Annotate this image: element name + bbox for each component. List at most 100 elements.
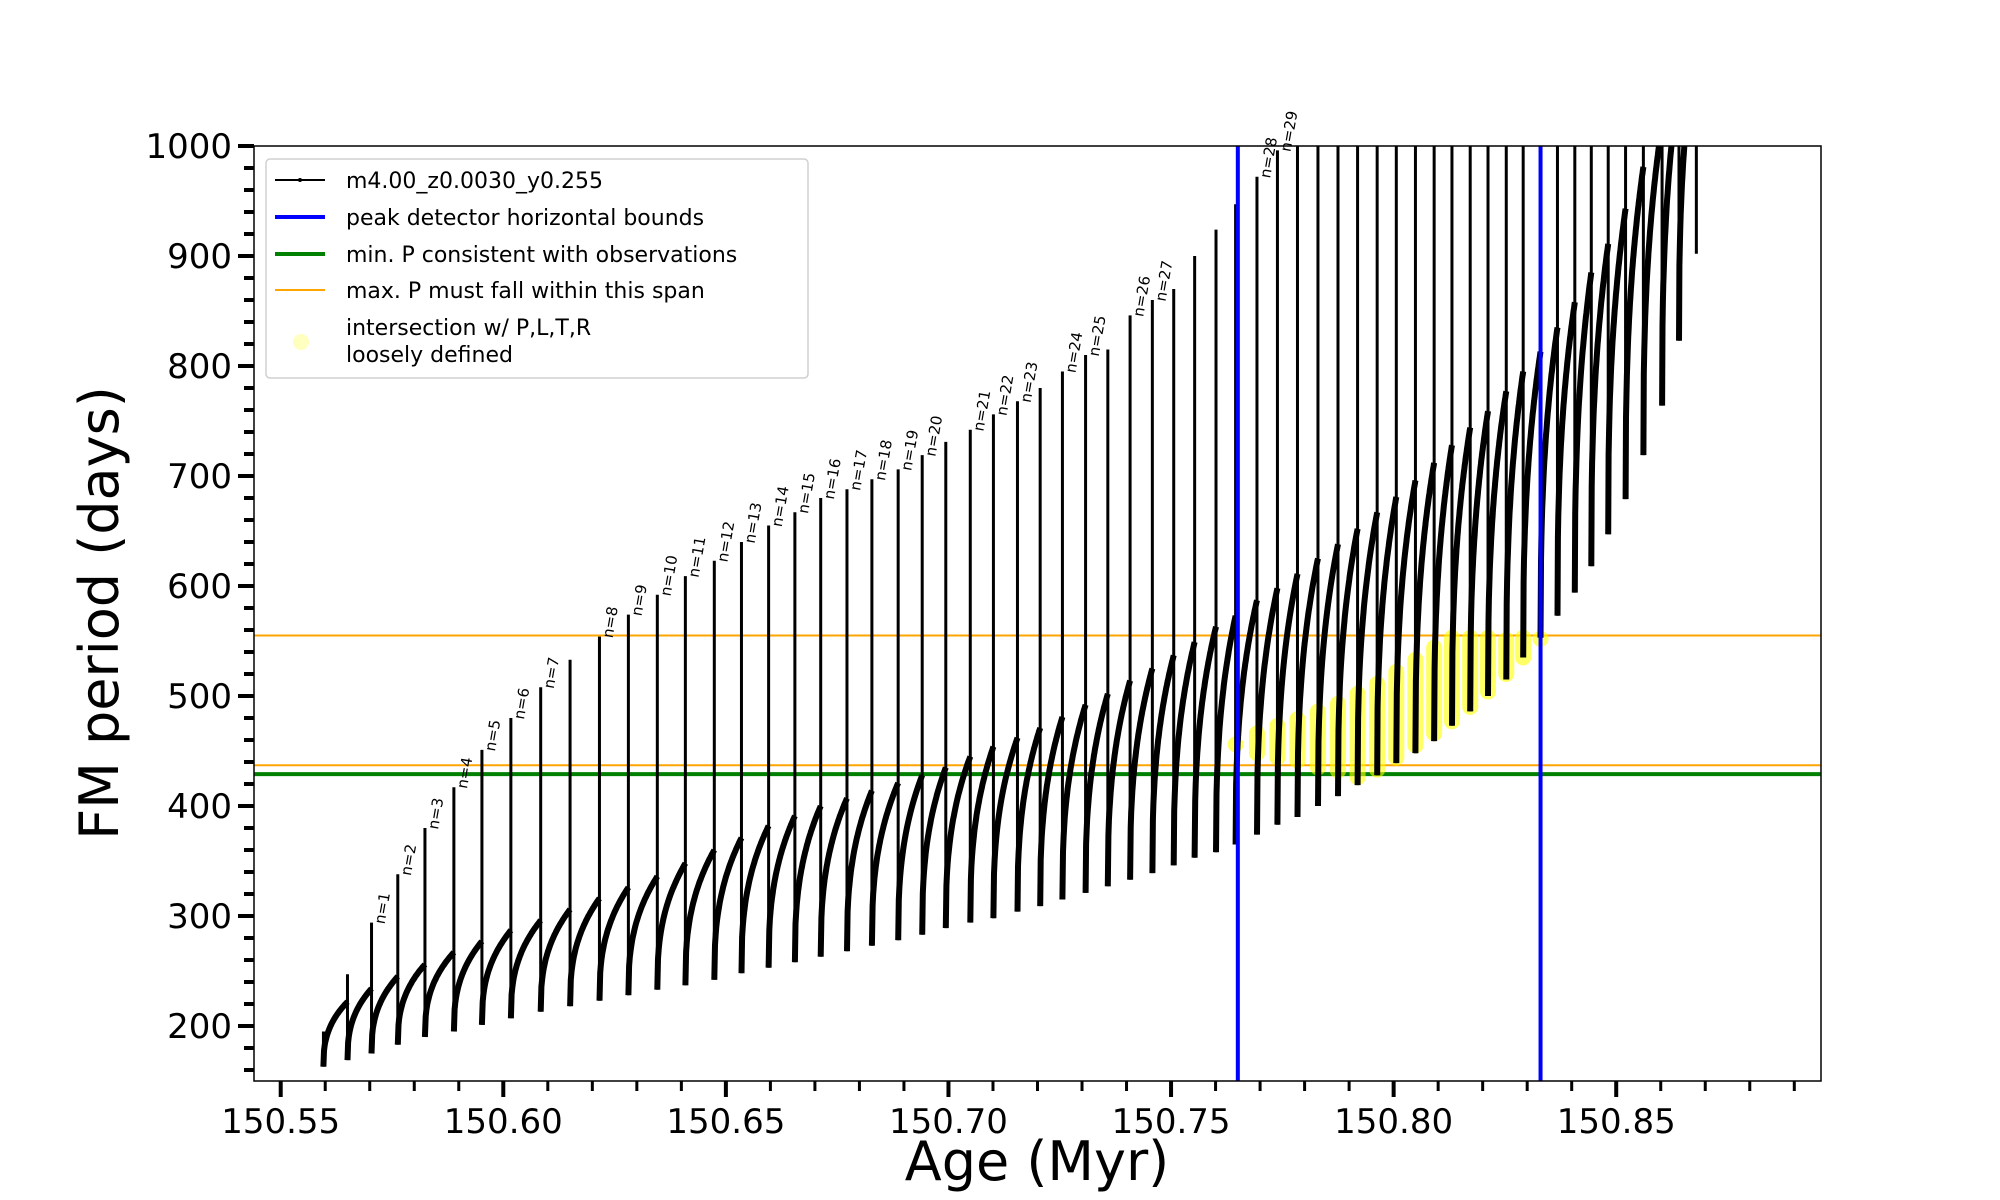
pulse-label: n=7 [540, 656, 563, 690]
track-segment [1374, 496, 1400, 776]
track-segment [1104, 679, 1133, 887]
horizontal-reference-lines [254, 634, 1821, 777]
y-tick-label: 300 [167, 897, 232, 937]
y-axis: 200 300 400 500 600 700 800 900 1000 [145, 127, 254, 1072]
y-tick-label: 200 [167, 1007, 232, 1047]
y-tick-label: 500 [167, 677, 232, 717]
track-segment [625, 874, 660, 996]
pulse-label: n=6 [510, 686, 533, 720]
x-tick-label: 150.85 [1557, 1102, 1676, 1142]
track-segment [368, 974, 401, 1054]
pulse-label: n=1 [371, 891, 394, 925]
x-tick-label: 150.60 [444, 1102, 563, 1142]
y-tick-label: 400 [167, 787, 232, 827]
x-tick-label: 150.65 [666, 1102, 785, 1142]
track-segment [567, 896, 602, 1007]
pulse-label: n=3 [424, 796, 447, 830]
track-segment [1659, 146, 1675, 406]
track-segment [942, 755, 974, 929]
track-segment [1537, 327, 1561, 638]
track-segment [1127, 667, 1156, 880]
track-segment [450, 939, 485, 1032]
legend-label-max-p: max. P must fall within this span [346, 279, 705, 304]
pulse-label: n=8 [599, 605, 622, 639]
track-segment [1254, 587, 1281, 835]
track-segment [1037, 715, 1066, 907]
track-segment [868, 781, 901, 946]
track-segment [654, 861, 688, 990]
x-axis: 150.55 150.60 150.65 150.70 150.75 150.80 150.… [221, 1081, 1796, 1142]
track-segment [1449, 427, 1474, 726]
legend-label-bounds: peak detector horizontal bounds [346, 206, 704, 231]
track-segment [1393, 479, 1419, 764]
track-segment [711, 836, 745, 980]
track-segment [738, 824, 772, 974]
pulse-label: n=5 [481, 718, 504, 752]
track-segment [1676, 146, 1688, 341]
track-segment [507, 918, 543, 1019]
legend-track-marker [298, 178, 302, 182]
track-segment [1294, 557, 1321, 818]
peak-detector-bounds [1235, 146, 1543, 1081]
track-segment [1467, 410, 1491, 712]
legend-label-track: m4.00_z0.0030_y0.255 [346, 169, 603, 194]
track-segment [1014, 726, 1044, 912]
track-segment [1520, 351, 1544, 658]
track-segment [1571, 272, 1595, 593]
track-segment [1191, 625, 1219, 858]
track-segment [344, 986, 374, 1061]
x-tick-label: 150.80 [1334, 1102, 1453, 1142]
track-segment [1485, 390, 1510, 697]
track-segment [817, 796, 850, 957]
x-tick-label: 150.55 [221, 1102, 340, 1142]
track-segment [1082, 692, 1111, 893]
legend-box [265, 158, 809, 379]
pulse-label: n=2 [397, 843, 420, 877]
x-tick-label: 150.70 [889, 1102, 1008, 1142]
track-segment [1554, 301, 1578, 616]
track-segment [682, 848, 717, 986]
track-segment [1431, 444, 1455, 742]
track-segment [596, 885, 631, 1001]
legend-label-intersection-line1: intersection w/ P,L,T,R [346, 316, 591, 341]
track-segment [537, 907, 573, 1012]
x-tick-label: 150.75 [1112, 1102, 1231, 1142]
y-tick-label: 700 [167, 457, 232, 497]
track-segment [967, 745, 997, 923]
track-segment [1354, 511, 1381, 786]
y-tick-label: 800 [167, 347, 232, 387]
y-tick-label: 600 [167, 567, 232, 607]
pulse-labels: n=1n=2n=3n=4n=5n=6n=7n=8n=9n=10 n=11 n=12 n… [371, 109, 1302, 925]
y-tick-label: 1000 [145, 127, 232, 167]
track-segment [1605, 208, 1629, 535]
track-segment [895, 773, 926, 941]
x-axis-title: Age (Myr) [905, 1130, 1170, 1193]
track-segment [1059, 703, 1089, 900]
track-segment [791, 804, 824, 963]
track-segment [320, 999, 350, 1067]
track-segment [1503, 371, 1527, 680]
track-segment [1335, 528, 1361, 797]
track-segment [1170, 641, 1198, 866]
legend-label-min-p: min. P consistent with observations [346, 243, 737, 268]
pulse-label: n=9 [628, 583, 651, 617]
track-segment [421, 950, 457, 1038]
track-segment [394, 962, 428, 1045]
legend-intersection-marker [293, 334, 309, 350]
y-axis-title: FM period (days) [68, 386, 131, 840]
track-segment [765, 814, 798, 968]
track-segment [1315, 543, 1341, 807]
pulse-label: n=4 [453, 756, 476, 790]
legend: m4.00_z0.0030_y0.255 peak detector horiz… [265, 158, 809, 379]
legend-label-intersection-line2: loosely defined [346, 343, 513, 368]
track-segment [919, 766, 949, 935]
evolution-track [320, 146, 1698, 1067]
track-segment [1622, 166, 1647, 500]
track-segment [1588, 243, 1612, 567]
track-segment [1274, 573, 1301, 825]
track-segment [844, 789, 875, 952]
track-segment [1149, 654, 1177, 874]
track-segment [1412, 462, 1438, 754]
track-segment [990, 736, 1021, 919]
